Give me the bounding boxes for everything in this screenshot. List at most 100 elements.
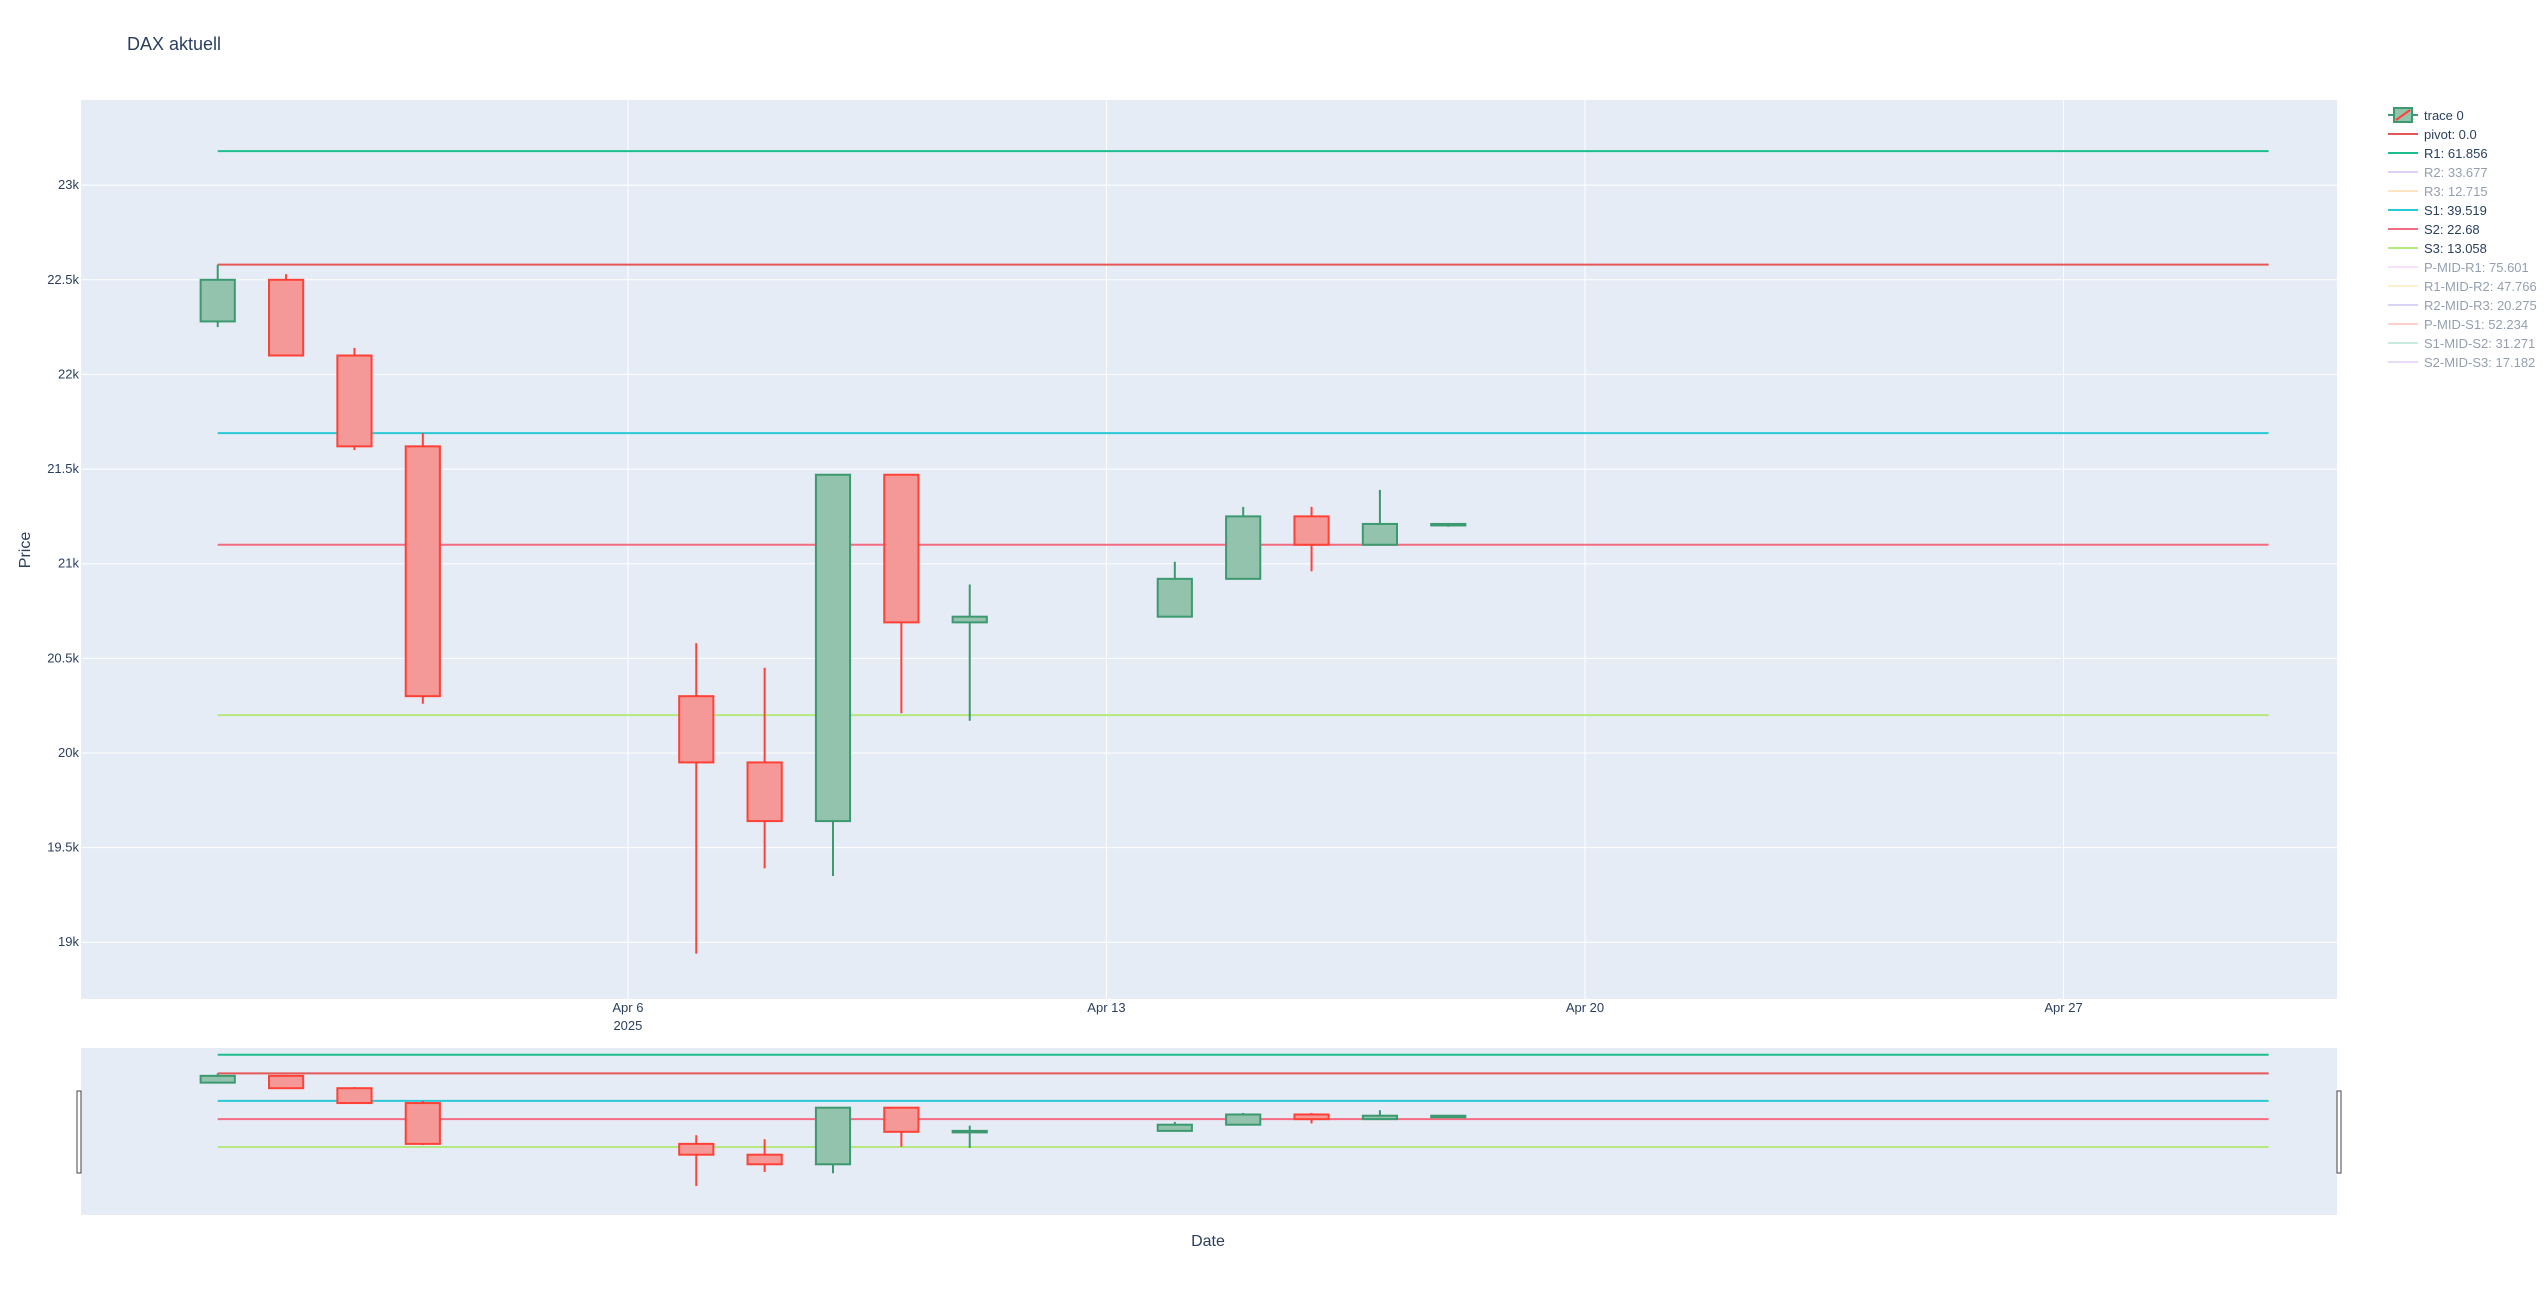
candle-body	[951, 615, 988, 624]
candle-body	[404, 445, 441, 698]
slider-candle-body	[883, 1106, 920, 1133]
legend-item[interactable]: S2: 22.68	[2388, 222, 2480, 237]
x-axis-title: Date	[1191, 1233, 1225, 1250]
legend-label: pivot: 0.0	[2424, 127, 2477, 142]
y-tick-label: 22.5k	[47, 272, 79, 287]
slider-candle-body	[199, 1074, 236, 1084]
candle-body	[1225, 515, 1262, 580]
range-slider[interactable]	[81, 1048, 2337, 1215]
legend-label: P-MID-R1: 75.601	[2424, 260, 2529, 275]
candle[interactable]	[404, 433, 441, 704]
candle[interactable]	[814, 473, 852, 876]
candle-body	[814, 473, 852, 823]
legend-label: R1-MID-R2: 47.766	[2424, 279, 2537, 294]
y-tick-label: 19.5k	[47, 840, 79, 855]
y-tick-label: 21.5k	[47, 461, 79, 476]
candle-body	[746, 761, 783, 823]
slider-candle[interactable]	[199, 1073, 236, 1084]
legend-item[interactable]: S1-MID-S2: 31.271	[2388, 336, 2535, 351]
slider-candle[interactable]	[268, 1074, 305, 1090]
legend-item[interactable]: R2: 33.677	[2388, 165, 2488, 180]
legend-label: S3: 13.058	[2424, 241, 2487, 256]
slider-candle[interactable]	[1293, 1112, 1330, 1124]
slider-candle-body	[951, 1129, 988, 1134]
candle[interactable]	[1430, 522, 1467, 527]
slider-candle[interactable]	[1225, 1112, 1262, 1126]
candle-body	[1156, 577, 1193, 618]
slider-candle-body	[404, 1102, 441, 1145]
range-slider-right-handle[interactable]	[2336, 1090, 2342, 1174]
slider-candle[interactable]	[1156, 1121, 1193, 1132]
legend-item[interactable]: R3: 12.715	[2388, 184, 2488, 199]
slider-candle-body	[678, 1142, 715, 1156]
slider-candle-body	[1156, 1123, 1193, 1132]
candle[interactable]	[199, 264, 236, 328]
chart-title: DAX aktuell	[127, 34, 221, 54]
legend-label: S1-MID-S2: 31.271	[2424, 336, 2535, 351]
candle-body	[1361, 522, 1399, 546]
legend-label: trace 0	[2424, 108, 2464, 123]
slider-candle-body	[746, 1153, 783, 1166]
candle[interactable]	[1293, 506, 1330, 572]
y-tick-label: 23k	[58, 177, 79, 192]
x-tick-label: Apr 20	[1566, 1000, 1604, 1015]
legend-item[interactable]: S1: 39.519	[2388, 203, 2487, 218]
legend-item[interactable]: R1-MID-R2: 47.766	[2388, 279, 2537, 294]
slider-candle[interactable]	[814, 1106, 852, 1174]
slider-candle[interactable]	[336, 1086, 373, 1105]
range-slider-left-handle[interactable]	[76, 1090, 82, 1174]
slider-candle-body	[1293, 1113, 1330, 1121]
candle[interactable]	[1361, 489, 1399, 546]
legend-label: S2-MID-S3: 17.182	[2424, 355, 2535, 370]
slider-candle-body	[1225, 1113, 1262, 1126]
legend-candle-icon-diag	[2395, 109, 2411, 121]
x-tick-label: Apr 13	[1087, 1000, 1125, 1015]
slider-candle[interactable]	[678, 1135, 715, 1186]
legend-item[interactable]: pivot: 0.0	[2388, 127, 2477, 142]
candle-body	[678, 695, 715, 764]
legend: trace 0 pivot: 0.0 R1: 61.856 R2: 33.677 R3:…	[2388, 107, 2537, 370]
slider-candle[interactable]	[746, 1139, 783, 1173]
candle[interactable]	[746, 667, 783, 869]
candle-body	[1430, 522, 1467, 527]
slider-candle-body	[814, 1106, 852, 1166]
legend-item[interactable]: S3: 13.058	[2388, 241, 2487, 256]
candle[interactable]	[1156, 561, 1193, 618]
legend-label: S2: 22.68	[2424, 222, 2480, 237]
legend-label: P-MID-S1: 52.234	[2424, 317, 2528, 332]
legend-item[interactable]: P-MID-R1: 75.601	[2388, 260, 2529, 275]
legend-label: R2-MID-R3: 20.275	[2424, 298, 2537, 313]
x-tick-label: Apr 27	[2044, 1000, 2082, 1015]
y-tick-label: 20.5k	[47, 650, 79, 665]
legend-item[interactable]: R2-MID-R3: 20.275	[2388, 298, 2537, 313]
slider-candle-body	[1430, 1114, 1467, 1119]
x-tick-sublabel: 2025	[613, 1018, 642, 1033]
legend-item[interactable]: trace 0	[2388, 107, 2464, 123]
candle[interactable]	[1225, 506, 1262, 580]
y-tick-label: 20k	[58, 745, 79, 760]
x-tick-label: Apr 6	[612, 1000, 643, 1015]
slider-candle[interactable]	[404, 1100, 441, 1146]
legend-item[interactable]: R1: 61.856	[2388, 146, 2488, 161]
slider-candle[interactable]	[883, 1106, 920, 1147]
slider-candle-body	[268, 1074, 305, 1090]
main-plot-area[interactable]	[81, 100, 2337, 999]
y-tick-label: 21k	[58, 556, 79, 571]
candle[interactable]	[951, 584, 988, 721]
candle[interactable]	[336, 347, 373, 451]
slider-candle-body	[1361, 1114, 1399, 1121]
slider-candle[interactable]	[951, 1125, 988, 1148]
legend-item[interactable]: S2-MID-S3: 17.182	[2388, 355, 2535, 370]
legend-label: S1: 39.519	[2424, 203, 2487, 218]
legend-label: R1: 61.856	[2424, 146, 2488, 161]
slider-candle-body	[336, 1087, 373, 1105]
candle[interactable]	[678, 643, 715, 954]
candle[interactable]	[883, 473, 920, 714]
candle-body	[1293, 515, 1330, 546]
legend-label: R2: 33.677	[2424, 165, 2488, 180]
legend-item[interactable]: P-MID-S1: 52.234	[2388, 317, 2528, 332]
candle[interactable]	[268, 274, 305, 357]
slider-candle[interactable]	[1361, 1110, 1399, 1121]
slider-candle[interactable]	[1430, 1114, 1467, 1119]
